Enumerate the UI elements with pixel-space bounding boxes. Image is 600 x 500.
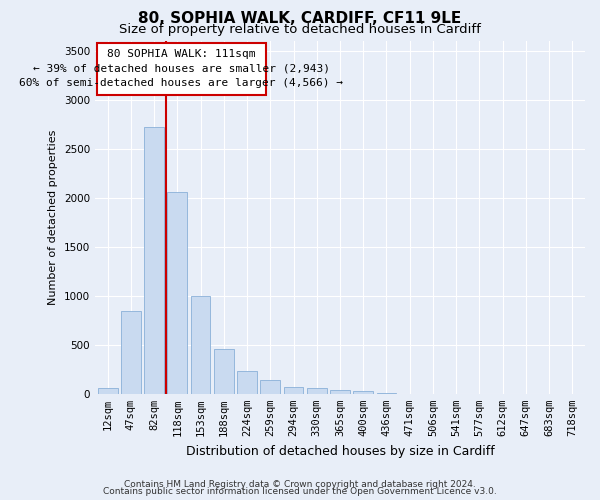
Text: 80, SOPHIA WALK, CARDIFF, CF11 9LE: 80, SOPHIA WALK, CARDIFF, CF11 9LE <box>139 11 461 26</box>
Y-axis label: Number of detached properties: Number of detached properties <box>48 130 58 305</box>
Bar <box>121 310 141 394</box>
Bar <box>98 388 118 394</box>
Bar <box>260 380 280 394</box>
Text: Contains public sector information licensed under the Open Government Licence v3: Contains public sector information licen… <box>103 488 497 496</box>
Bar <box>144 127 164 394</box>
Bar <box>284 387 304 394</box>
Bar <box>377 393 396 394</box>
Bar <box>353 392 373 394</box>
Bar <box>237 372 257 394</box>
Bar <box>167 192 187 394</box>
Bar <box>307 388 326 394</box>
Bar <box>330 390 350 394</box>
Text: Contains HM Land Registry data © Crown copyright and database right 2024.: Contains HM Land Registry data © Crown c… <box>124 480 476 489</box>
Text: Size of property relative to detached houses in Cardiff: Size of property relative to detached ho… <box>119 22 481 36</box>
Bar <box>214 348 233 394</box>
Bar <box>191 296 211 394</box>
X-axis label: Distribution of detached houses by size in Cardiff: Distribution of detached houses by size … <box>185 444 494 458</box>
FancyBboxPatch shape <box>97 43 266 95</box>
Text: 60% of semi-detached houses are larger (4,566) →: 60% of semi-detached houses are larger (… <box>19 78 343 88</box>
Text: 80 SOPHIA WALK: 111sqm: 80 SOPHIA WALK: 111sqm <box>107 50 256 59</box>
Text: ← 39% of detached houses are smaller (2,943): ← 39% of detached houses are smaller (2,… <box>33 64 330 74</box>
